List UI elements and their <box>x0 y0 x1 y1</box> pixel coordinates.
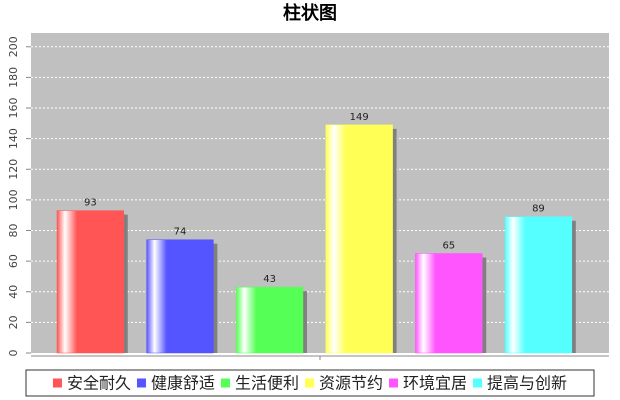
y-tick-label: 100 <box>7 189 20 210</box>
bar <box>56 210 124 354</box>
legend-swatch <box>136 378 146 388</box>
y-tick-label: 200 <box>7 36 20 57</box>
legend-swatch <box>220 378 230 388</box>
value-label: 43 <box>263 274 276 285</box>
legend-label: 健康舒适 <box>151 374 215 393</box>
value-label: 149 <box>350 112 369 123</box>
y-tick-label: 180 <box>7 67 20 88</box>
bar <box>146 239 214 354</box>
value-label: 65 <box>442 240 455 251</box>
y-tick-label: 80 <box>7 224 20 238</box>
value-label: 74 <box>174 227 187 238</box>
chart-title: 柱状图 <box>283 2 337 24</box>
y-tick-label: 160 <box>7 98 20 119</box>
legend-label: 生活便利 <box>235 374 299 393</box>
y-tick-label: 40 <box>7 285 20 299</box>
value-label: 89 <box>532 204 545 215</box>
y-tick-label: 140 <box>7 128 20 149</box>
legend-swatch <box>389 378 399 388</box>
legend-label: 环境宜居 <box>403 374 467 393</box>
legend-label: 安全耐久 <box>67 374 131 393</box>
y-tick-label: 0 <box>7 350 20 357</box>
legend-swatch <box>305 378 314 388</box>
legend-swatch <box>473 378 483 388</box>
bar <box>235 286 304 354</box>
y-tick-label: 60 <box>7 254 20 268</box>
bar <box>325 124 393 354</box>
bar <box>415 253 483 354</box>
value-label: 93 <box>84 198 97 209</box>
bar <box>504 216 573 354</box>
y-tick-label: 20 <box>7 315 20 329</box>
y-tick-label: 120 <box>7 159 20 180</box>
legend-swatch <box>52 378 62 388</box>
legend-label: 提高与创新 <box>487 374 567 393</box>
legend-label: 资源节约 <box>319 374 383 393</box>
